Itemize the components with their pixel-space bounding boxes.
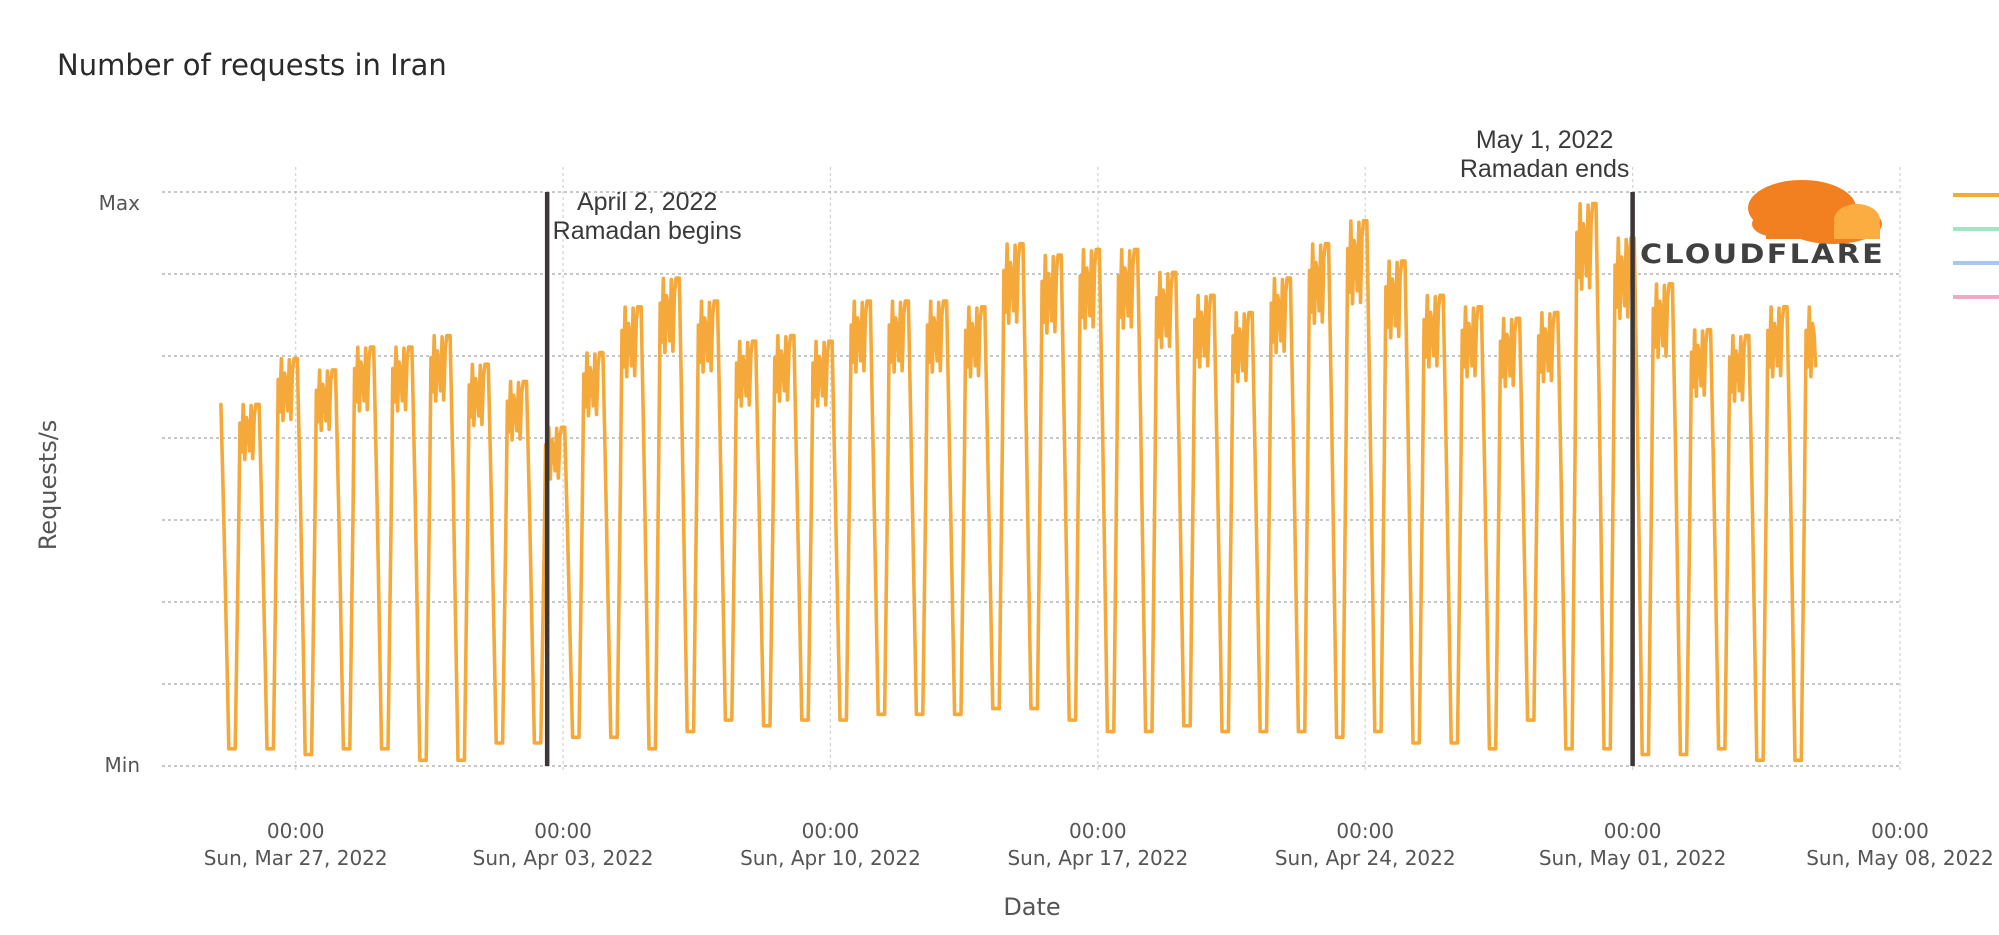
y-axis-title: Requests/s (34, 420, 62, 551)
x-tick-time: 00:00 (267, 819, 325, 843)
annotation-event: Ramadan ends (1460, 155, 1630, 183)
annotation-date: May 1, 2022 (1476, 126, 1614, 154)
x-tick-date: Sun, Apr 17, 2022 (1007, 846, 1188, 870)
annotation-event: Ramadan begins (553, 217, 742, 245)
cloudflare-wordmark: CLOUDFLARE (1640, 239, 1885, 270)
annotation-date: April 2, 2022 (577, 188, 717, 216)
x-axis-tick-labels: 00:00 Sun, Mar 27, 2022 00:00 Sun, Apr 03, … (204, 819, 1994, 870)
requests-series-line (219, 201, 1818, 763)
x-tick-date: Sun, Apr 24, 2022 (1275, 846, 1456, 870)
y-axis-tick-labels: Min Max (99, 191, 141, 777)
x-tick-time: 00:00 (1604, 819, 1662, 843)
x-tick-time: 00:00 (534, 819, 592, 843)
x-tick-time: 00:00 (1069, 819, 1127, 843)
x-tick-date: Sun, Mar 27, 2022 (204, 846, 388, 870)
y-tick-max: Max (99, 191, 141, 215)
y-tick-min: Min (105, 753, 141, 777)
x-tick-time: 00:00 (802, 819, 860, 843)
x-axis-title: Date (1003, 893, 1060, 921)
cloud-icon (1748, 180, 1882, 244)
x-tick-date: Sun, May 01, 2022 (1539, 846, 1727, 870)
x-tick-date: Sun, Apr 10, 2022 (740, 846, 921, 870)
cloudflare-logo: CLOUDFLARE (1640, 180, 1885, 270)
x-tick-date: Sun, Apr 03, 2022 (473, 846, 654, 870)
legend (1953, 193, 1999, 299)
chart-title: Number of requests in Iran (57, 48, 447, 82)
x-tick-time: 00:00 (1871, 819, 1929, 843)
x-tick-time: 00:00 (1336, 819, 1394, 843)
x-tick-date: Sun, May 08, 2022 (1806, 846, 1994, 870)
